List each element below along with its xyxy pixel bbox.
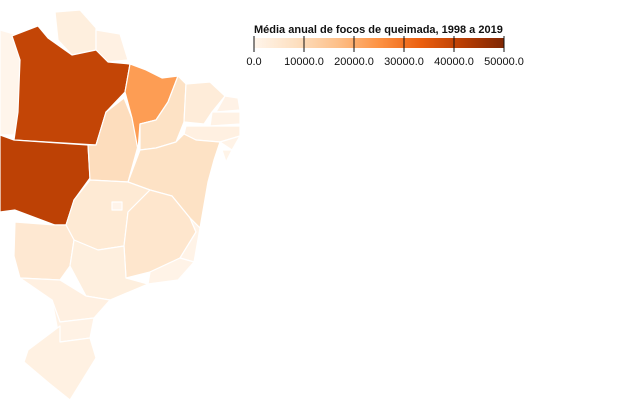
legend-tick-label: 0.0 — [246, 56, 261, 68]
legend-color-bar — [254, 38, 504, 48]
legend-title: Média anual de focos de queimada, 1998 a… — [254, 24, 503, 36]
legend-tick-label: 30000.0 — [384, 56, 424, 68]
state-distrito-federal[interactable] — [111, 201, 123, 211]
legend-ticks: 0.0 10000.0 20000.0 30000.0 40000.0 50000.0 — [246, 36, 524, 68]
legend-tick-label: 50000.0 — [484, 56, 524, 68]
legend-tick-label: 10000.0 — [284, 56, 324, 68]
state-rio-grande-do-sul[interactable] — [23, 325, 97, 400]
state-mato-grosso-do-sul[interactable] — [13, 221, 75, 281]
state-rio-de-janeiro[interactable] — [147, 257, 195, 285]
state-amapa[interactable] — [95, 29, 129, 63]
color-legend: Média anual de focos de queimada, 1998 a… — [246, 24, 524, 68]
legend-tick-label: 40000.0 — [434, 56, 474, 68]
states-layer — [0, 9, 241, 400]
state-rio-grande-do-norte[interactable] — [215, 95, 241, 113]
state-sergipe[interactable] — [221, 149, 233, 163]
legend-tick-label: 20000.0 — [334, 56, 374, 68]
state-paraiba[interactable] — [209, 111, 241, 127]
state-alagoas[interactable] — [219, 135, 241, 151]
